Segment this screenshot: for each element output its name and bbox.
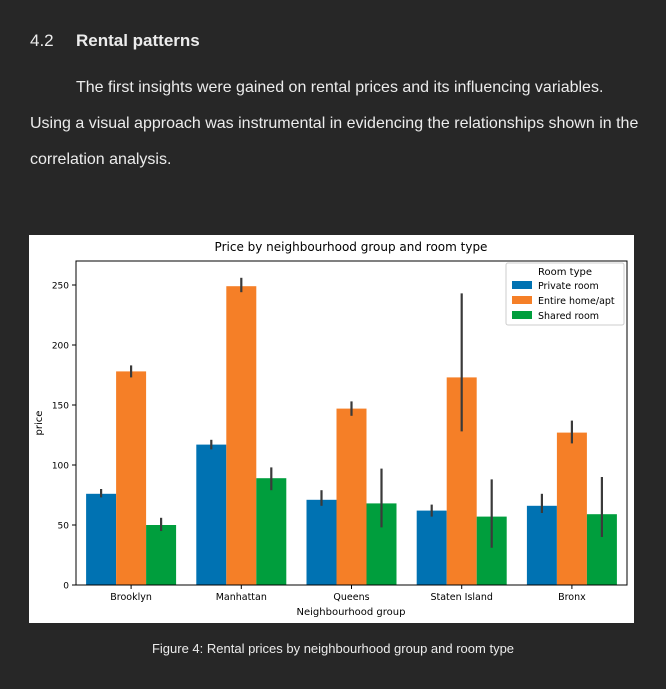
x-axis-label: Neighbourhood group [297,607,406,618]
figure-caption: Figure 4: Rental prices by neighbourhood… [151,641,515,656]
y-tick-label: 50 [58,522,70,532]
y-tick-label: 200 [52,342,69,352]
bar [256,478,287,585]
bar-chart: Price by neighbourhood group and room ty… [34,240,628,618]
chart-legend: Room type Private room Entire home/apt Sha… [505,262,625,326]
legend-swatch [512,281,532,289]
legend-label: Entire home/apt [538,296,615,307]
section-number: 4.2 [30,31,54,50]
y-tick-label: 150 [52,402,69,412]
chart-figure: Price by neighbourhood group and room ty… [29,235,634,623]
bar [556,432,587,585]
y-axis-label: price [34,411,45,436]
legend-label: Shared room [538,311,599,322]
bar [226,286,257,585]
y-tick-label: 0 [63,582,69,592]
section-heading: 4.2 Rental patterns [30,31,200,51]
legend-swatch [512,296,532,304]
bar [196,444,227,585]
x-tick-label: Queens [333,592,369,603]
bar [526,505,557,585]
x-tick-label: Manhattan [216,592,267,603]
legend-box [505,262,625,326]
legend-swatch [512,311,532,319]
legend-title: Room type [538,267,592,278]
bar [116,371,147,585]
y-tick-label: 250 [52,282,69,292]
y-tick-label: 100 [52,462,69,472]
x-tick-label: Staten Island [430,592,492,603]
bar [86,493,117,585]
section-title: Rental patterns [76,31,200,50]
bar [416,510,447,585]
body-text: The first insights were gained on rental… [30,79,639,168]
chart-title: Price by neighbourhood group and room ty… [215,240,488,254]
bar [146,525,177,585]
body-paragraph: The first insights were gained on rental… [30,70,640,178]
x-tick-label: Brooklyn [110,592,152,603]
bar [306,499,337,585]
legend-label: Private room [538,281,599,292]
x-tick-label: Bronx [558,592,586,603]
bar [336,408,367,585]
